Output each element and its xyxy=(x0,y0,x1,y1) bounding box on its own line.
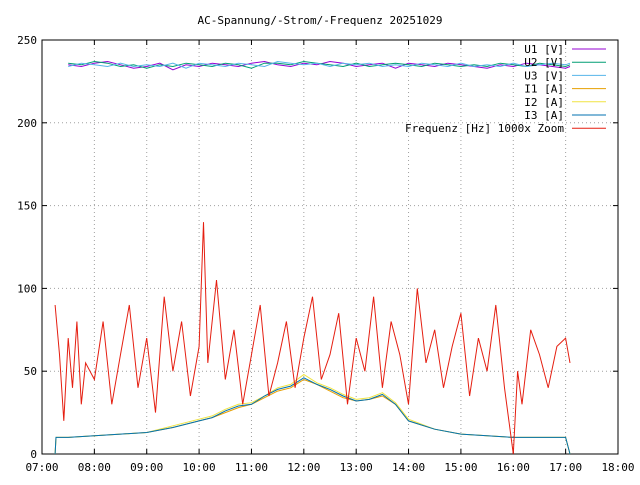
series-line-0 xyxy=(68,60,571,71)
x-tick-label: 07:00 xyxy=(25,461,58,474)
x-tick-label: 18:00 xyxy=(601,461,634,474)
x-tick-label: 17:00 xyxy=(549,461,582,474)
series-line-4 xyxy=(54,373,571,455)
legend-label: U1 [V] xyxy=(524,43,564,56)
series-line-2 xyxy=(68,60,571,69)
y-tick-label: 50 xyxy=(24,365,37,378)
legend-label: U2 [V] xyxy=(524,56,564,69)
x-tick-label: 16:00 xyxy=(497,461,530,474)
series-line-6 xyxy=(54,222,571,455)
legend-label: I1 [A] xyxy=(524,83,564,96)
y-tick-label: 100 xyxy=(17,282,37,295)
x-tick-label: 13:00 xyxy=(340,461,373,474)
legend-label: Frequenz [Hz] 1000x Zoom xyxy=(405,122,564,135)
x-tick-label: 11:00 xyxy=(235,461,268,474)
x-tick-label: 14:00 xyxy=(392,461,425,474)
chart-title: AC-Spannung/-Strom/-Frequenz 20251029 xyxy=(197,14,442,27)
y-tick-label: 150 xyxy=(17,200,37,213)
x-tick-label: 08:00 xyxy=(78,461,111,474)
y-tick-label: 200 xyxy=(17,117,37,130)
series-lines xyxy=(54,60,571,455)
x-tick-label: 15:00 xyxy=(444,461,477,474)
x-tick-label: 10:00 xyxy=(183,461,216,474)
plot-frame xyxy=(41,39,619,455)
axes: 0 50 100 150 200 250 07:00 08:00 09:00 10:00 11:00… xyxy=(17,34,634,474)
x-tick-label: 12:00 xyxy=(287,461,320,474)
y-tick-label: 0 xyxy=(30,448,37,461)
x-tick-label: 09:00 xyxy=(130,461,163,474)
legend-label: I2 [A] xyxy=(524,96,564,109)
series-line-3 xyxy=(54,378,571,455)
series-line-5 xyxy=(54,377,571,455)
legend-label: I3 [A] xyxy=(524,109,564,122)
legend: U1 [V]U2 [V]U3 [V]I1 [A]I2 [A]I3 [A]Freq… xyxy=(405,43,606,135)
series-line-1 xyxy=(68,60,571,69)
legend-label: U3 [V] xyxy=(524,69,564,82)
gridlines xyxy=(42,40,618,454)
y-tick-label: 250 xyxy=(17,34,37,47)
